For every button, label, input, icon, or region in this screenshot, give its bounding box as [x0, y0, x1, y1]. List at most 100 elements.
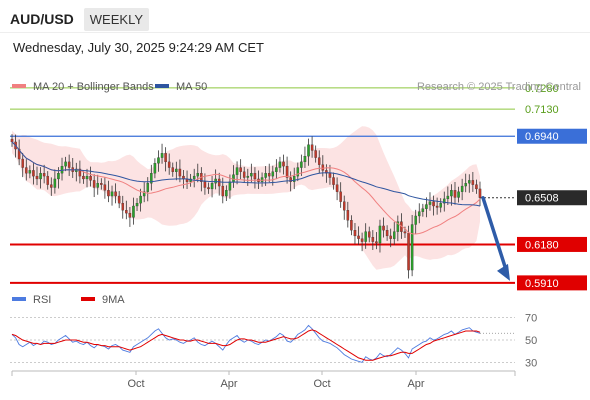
candle-body	[246, 175, 250, 178]
chart-header: AUD/USD WEEKLY	[0, 6, 149, 32]
candle-body	[314, 150, 317, 158]
candle-body	[175, 168, 178, 172]
candle-body	[146, 183, 150, 192]
candle-body	[100, 183, 103, 185]
candle-body	[325, 170, 328, 174]
candle-body	[475, 184, 478, 190]
timeframe-badge[interactable]: WEEKLY	[83, 7, 149, 31]
candle-body	[435, 205, 439, 208]
bollinger-bands	[12, 126, 480, 270]
candle-body	[375, 241, 378, 244]
x-tick-label-3: Apr	[407, 378, 424, 390]
candle-body	[67, 161, 71, 168]
level-label-1: 0.7130	[525, 104, 559, 116]
candle-body	[389, 235, 392, 239]
header-divider	[0, 32, 590, 33]
level-box-3	[517, 190, 587, 206]
candle-body	[328, 173, 332, 178]
candle-body	[207, 187, 210, 190]
candle-body	[235, 167, 239, 175]
candle-body	[39, 173, 42, 180]
candle-body	[21, 158, 24, 168]
candle-body	[310, 144, 314, 151]
projection-arrow-head	[497, 263, 510, 281]
watermark: Research © 2025 Trading Central	[417, 81, 581, 93]
candle-body	[414, 215, 417, 225]
candle-body	[157, 157, 160, 164]
rsi-legend-swatch-1	[81, 297, 95, 301]
x-tick-label-2: Oct	[313, 378, 330, 390]
candle-body	[403, 231, 407, 234]
candle-body	[289, 177, 292, 182]
candle-body	[250, 173, 253, 177]
candle-body	[410, 224, 414, 271]
candle-body	[42, 173, 46, 177]
candle-body	[382, 225, 385, 231]
rsi-panel: RSI 9MA 70 50 30	[10, 294, 537, 369]
level-label-2: 0.6940	[525, 131, 559, 143]
candle-body	[460, 185, 464, 192]
candle-body	[471, 180, 475, 185]
candle-body	[432, 201, 435, 207]
rsi-legend-label-0: RSI	[33, 294, 51, 306]
candle-body	[271, 171, 275, 177]
legend-label-1: MA 50	[176, 81, 207, 93]
legend-swatch-1	[155, 84, 169, 88]
candle-body	[10, 138, 14, 143]
candle-body	[428, 201, 432, 205]
candle-body	[107, 190, 110, 197]
candle-body	[342, 201, 346, 211]
candle-body	[232, 174, 235, 182]
candle-body	[142, 191, 146, 197]
rsi-legend-label-1: 9MA	[102, 294, 125, 306]
candle-body	[296, 167, 300, 177]
rsi-line	[11, 324, 481, 363]
candle-body	[57, 173, 60, 180]
candle-body	[264, 173, 267, 178]
candle-body	[425, 204, 428, 209]
candle-body	[121, 203, 125, 211]
candle-body	[421, 208, 425, 212]
candle-body	[110, 191, 114, 197]
candle-body	[164, 153, 167, 163]
candle-body	[339, 191, 342, 202]
candle-body	[275, 167, 278, 172]
candle-body	[221, 185, 225, 197]
level-label-0: 0.7280	[525, 83, 559, 95]
candle-body	[407, 232, 410, 271]
candle-body	[189, 178, 192, 182]
candle-body	[178, 168, 182, 177]
candle-body	[32, 170, 35, 177]
candle-body	[317, 157, 321, 165]
candle-body	[353, 230, 357, 237]
candle-body	[385, 230, 389, 237]
candle-body	[46, 175, 49, 185]
candle-body	[335, 184, 339, 192]
candle-body	[196, 173, 200, 177]
candle-body	[478, 188, 482, 198]
candle-body	[153, 163, 157, 174]
rsi-legend-swatch-0	[12, 297, 26, 301]
candle-body	[114, 191, 117, 197]
candle-body	[282, 161, 285, 167]
candle-body	[150, 173, 153, 184]
candle-body	[357, 235, 360, 239]
price-levels	[10, 87, 515, 284]
candle-body	[468, 180, 471, 184]
candle-body	[171, 167, 175, 172]
candle-body	[378, 225, 382, 244]
candle-body	[346, 210, 350, 221]
level-label-4: 0.6180	[525, 239, 559, 251]
candle-body	[364, 231, 367, 242]
candle-body	[128, 212, 132, 218]
candle-body	[203, 181, 207, 188]
candle-body	[117, 195, 121, 204]
candle-body	[192, 175, 196, 180]
candle-body	[457, 191, 460, 198]
candle-body	[278, 161, 282, 168]
candle-body	[367, 231, 371, 238]
candle-body	[350, 220, 353, 231]
candle-body	[125, 210, 128, 214]
candle-body	[167, 161, 171, 168]
